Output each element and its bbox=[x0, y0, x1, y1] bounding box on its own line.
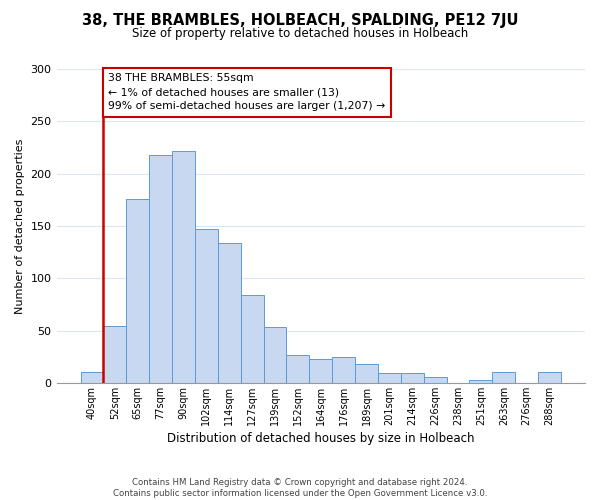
Bar bbox=[80, 372, 103, 383]
Bar bbox=[310, 359, 332, 383]
Bar bbox=[241, 295, 263, 383]
Bar bbox=[355, 364, 378, 383]
Bar bbox=[286, 354, 310, 383]
Bar bbox=[401, 374, 424, 383]
Bar bbox=[332, 356, 355, 383]
Bar bbox=[218, 242, 241, 383]
Text: 38 THE BRAMBLES: 55sqm
← 1% of detached houses are smaller (13)
99% of semi-deta: 38 THE BRAMBLES: 55sqm ← 1% of detached … bbox=[108, 73, 385, 111]
Bar bbox=[263, 328, 286, 383]
Bar bbox=[103, 326, 127, 383]
Bar bbox=[149, 155, 172, 383]
Bar bbox=[127, 198, 149, 383]
Bar bbox=[172, 150, 195, 383]
Bar bbox=[469, 380, 493, 383]
Bar bbox=[378, 374, 401, 383]
Bar bbox=[195, 229, 218, 383]
Bar bbox=[424, 376, 446, 383]
Bar bbox=[493, 372, 515, 383]
Y-axis label: Number of detached properties: Number of detached properties bbox=[15, 138, 25, 314]
X-axis label: Distribution of detached houses by size in Holbeach: Distribution of detached houses by size … bbox=[167, 432, 475, 445]
Text: Size of property relative to detached houses in Holbeach: Size of property relative to detached ho… bbox=[132, 28, 468, 40]
Text: 38, THE BRAMBLES, HOLBEACH, SPALDING, PE12 7JU: 38, THE BRAMBLES, HOLBEACH, SPALDING, PE… bbox=[82, 12, 518, 28]
Text: Contains HM Land Registry data © Crown copyright and database right 2024.
Contai: Contains HM Land Registry data © Crown c… bbox=[113, 478, 487, 498]
Bar bbox=[538, 372, 561, 383]
